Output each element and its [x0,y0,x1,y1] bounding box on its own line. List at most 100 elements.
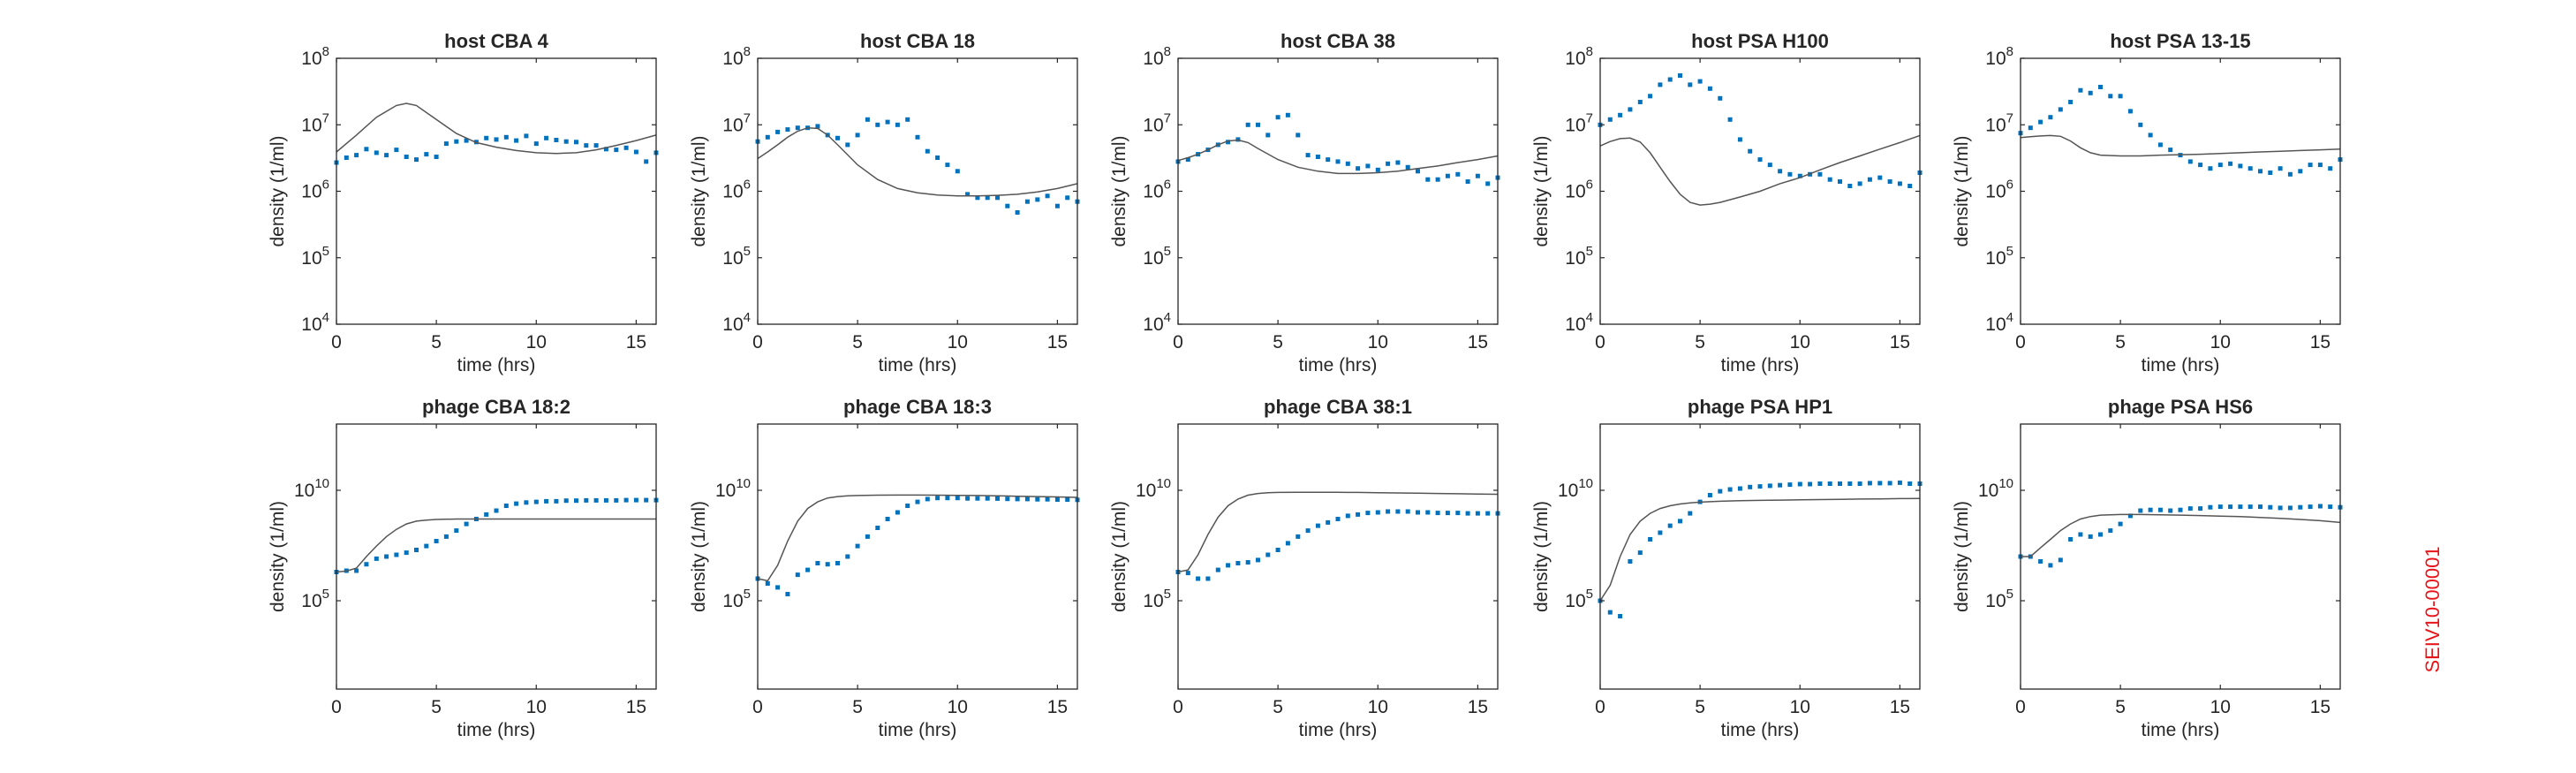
data-point [1867,177,1872,182]
x-axis-label: time (hrs) [879,355,957,375]
data-point [514,501,519,506]
data-point [544,135,549,140]
subplot: 0 5 10 15 105 1010 phage CBA 18:2 time (hrs) den… [268,396,659,740]
data-point [885,119,890,125]
data-point [603,147,608,152]
data-point [1386,509,1391,514]
data-point [1607,610,1613,615]
data-point [935,155,941,160]
data-point [1688,82,1693,87]
data-point [1005,496,1010,502]
data-point [2068,100,2074,104]
data-point [2157,507,2163,512]
data-point [1054,497,1060,502]
data-point [1778,482,1783,488]
data-point [1678,73,1682,78]
x-tick-label: 10 [1368,332,1388,352]
data-point [454,528,459,534]
subplot: 0 5 10 15 104 105 106 107 108 host PSA H100 time (… [1531,30,1923,375]
data-point [1445,173,1450,178]
data-point [1727,117,1733,122]
data-point [2287,505,2293,511]
subplot: 0 5 10 15 105 1010 phage PSA HP1 time (hrs) dens… [1531,396,1923,740]
y-tick-label: 105 [301,587,329,611]
data-point [835,561,840,565]
data-point [404,155,409,159]
model-curve [1599,497,1921,602]
y-axis-label: density (1/ml) [268,135,288,246]
axes-box [1177,57,1499,325]
data-point [2238,504,2243,510]
data-point [2038,559,2043,564]
data-point [384,554,389,559]
data-point [2108,94,2113,99]
data-point [1697,79,1703,84]
data-point [394,148,399,153]
x-tick-label: 0 [1173,332,1183,352]
y-tick-label: 108 [1143,44,1171,69]
data-point [1648,537,1653,542]
subplot: 0 5 10 15 104 105 106 107 108 host CBA 18 time (hr… [689,30,1080,375]
data-point [955,169,960,174]
x-tick-label: 15 [1047,332,1068,352]
data-point [1375,510,1380,515]
data-point [1235,561,1241,565]
data-point [885,517,890,521]
data-point [965,192,971,197]
data-point [985,195,990,201]
data-point [925,148,930,154]
data-point [1767,483,1772,489]
data-point [1827,481,1832,486]
y-tick-label: 108 [1985,44,2013,69]
data-point [533,141,539,147]
data-point [494,508,499,513]
data-point [1395,160,1401,165]
data-point [394,552,399,557]
data-point [845,554,850,559]
data-point [443,141,449,147]
data-point [2098,85,2103,89]
y-tick-label: 105 [1565,587,1593,611]
data-point [1867,481,1872,486]
data-point [2187,506,2193,512]
data-point [544,498,549,504]
data-point [1637,100,1643,104]
data-point [2228,161,2233,166]
x-tick-label: 0 [1595,697,1605,717]
data-point [1005,203,1010,208]
data-point [1628,107,1633,112]
subplot: 0 5 10 15 104 105 106 107 108 host CBA 38 time (hr… [1109,30,1500,375]
data-point [1475,511,1480,516]
data-point [494,137,499,142]
data-point [2247,166,2253,171]
data-point [454,139,459,144]
data-point [775,129,781,134]
data-point [2298,169,2303,174]
x-tick-label: 5 [431,332,442,352]
data-point [1838,179,1842,184]
data-point [915,499,920,504]
data-point [2258,169,2262,174]
data-point [1416,169,1420,174]
data-point [1838,481,1842,486]
data-point [1185,571,1190,576]
y-tick-label: 106 [301,178,329,202]
data-point [795,125,800,131]
data-point [2328,504,2333,510]
data-point [644,159,649,164]
data-point [1718,95,1723,101]
x-axis-label: time (hrs) [2142,355,2220,375]
data-point [1817,481,1823,486]
data-point [2038,119,2043,125]
x-tick-label: 10 [1790,697,1810,717]
x-tick-label: 10 [2210,697,2231,717]
y-tick-label: 108 [722,44,751,69]
x-tick-label: 5 [1273,697,1283,717]
data-point [1485,511,1491,516]
data-point [905,504,910,508]
data-point [1857,481,1862,486]
y-tick-label: 104 [1565,310,1593,335]
data-point [584,497,589,503]
data-point [563,139,569,144]
data-point [1737,137,1742,142]
